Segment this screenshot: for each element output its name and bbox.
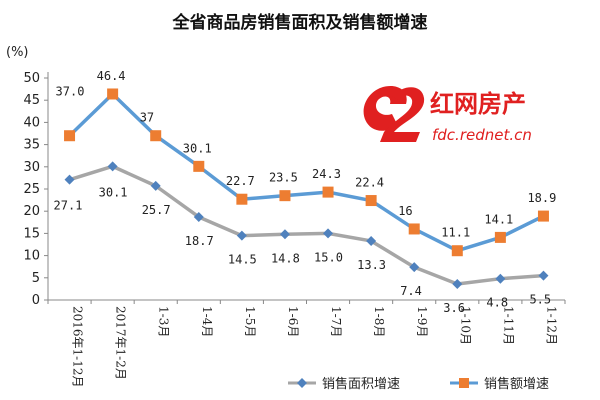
- data-point: [323, 228, 334, 239]
- x-tick-label: 1-11月: [501, 306, 515, 345]
- series-sales-area: 27.1 30.1 25.7 18.7 14.5 14.8 15.0 13.3 7.4 3.6 4.…: [54, 161, 551, 315]
- y-tick-label: 15: [23, 226, 40, 241]
- data-label: 13.3: [357, 258, 386, 272]
- x-tick-label: 1-4月: [200, 306, 214, 337]
- y-tick-label: 20: [23, 204, 40, 219]
- y-tick-label: 25: [23, 182, 40, 197]
- data-label: 7.4: [400, 284, 422, 298]
- data-point: [495, 273, 506, 284]
- x-tick-label: 1-10月: [458, 306, 472, 345]
- x-tick-label: 1-5月: [243, 306, 257, 337]
- data-label: 30.1: [183, 141, 212, 155]
- data-point: [64, 130, 76, 142]
- data-point: [279, 190, 291, 202]
- y-tick-label: 50: [23, 71, 40, 86]
- data-point: [150, 180, 161, 191]
- data-label: 22.4: [355, 176, 384, 190]
- x-tick-label: 1-7月: [329, 306, 343, 337]
- data-point: [64, 174, 75, 185]
- data-point: [408, 223, 420, 235]
- data-label: 23.5: [269, 171, 298, 185]
- legend-label: 销售面积增速: [322, 376, 400, 392]
- y-tick-label: 0: [32, 293, 40, 308]
- series-sales-amount: 37.0 46.4 37 30.1 22.7 23.5 24.3 22.4 16 11.1 14.1…: [56, 69, 556, 257]
- data-point: [365, 195, 377, 207]
- legend-marker: [459, 378, 469, 388]
- legend-marker: [297, 378, 307, 388]
- data-point: [409, 262, 420, 273]
- x-tick-label: 2016年1-12月: [71, 306, 85, 388]
- watermark-sub-text: fdc.rednet.cn: [432, 126, 532, 144]
- data-point: [452, 279, 463, 290]
- data-point: [193, 160, 205, 172]
- data-point: [107, 161, 118, 172]
- y-tick-label: 35: [23, 138, 40, 153]
- axes: 0 5 10 15 20 25 30 35 40 45 50 2016年1-12月 2017年1-2月 1…: [23, 71, 566, 388]
- data-label: 46.4: [97, 69, 126, 83]
- rednet-logo-icon: [363, 85, 425, 142]
- watermark-main-text: 红网房产: [430, 90, 526, 118]
- data-label: 27.1: [54, 199, 83, 213]
- data-label: 4.8: [486, 296, 508, 310]
- series-line: [68, 92, 545, 253]
- data-point: [236, 230, 247, 241]
- data-label: 15.0: [314, 250, 343, 264]
- x-tick-label: 1-12月: [544, 306, 558, 345]
- legend-item: 销售面积增速: [288, 376, 400, 392]
- data-point: [279, 229, 290, 240]
- data-label: 5.5: [529, 293, 551, 307]
- data-label: 14.1: [484, 212, 513, 226]
- data-label: 30.1: [99, 185, 128, 199]
- data-point: [366, 235, 377, 246]
- y-tick-label: 30: [23, 160, 40, 175]
- data-label: 18.9: [527, 191, 556, 205]
- y-tick-label: 45: [23, 93, 40, 108]
- data-point: [451, 245, 463, 257]
- legend-label: 销售额增速: [484, 376, 549, 392]
- data-label: 11.1: [441, 226, 470, 240]
- data-label: 37: [140, 111, 154, 125]
- data-point: [538, 270, 549, 281]
- data-label: 3.6: [443, 301, 465, 315]
- watermark-logo: 红网房产 fdc.rednet.cn: [363, 85, 532, 144]
- data-point: [494, 231, 506, 243]
- data-label: 24.3: [312, 167, 341, 181]
- x-tick-label: 1-8月: [372, 306, 386, 337]
- x-tick-label: 2017年1-2月: [114, 306, 128, 380]
- series-layer: 27.1 30.1 25.7 18.7 14.5 14.8 15.0 13.3 7.4 3.6 4.…: [54, 69, 557, 315]
- data-label: 14.8: [271, 251, 300, 265]
- x-tick-label: 1-9月: [415, 306, 429, 337]
- data-label: 22.7: [226, 174, 255, 188]
- y-tick-label: 40: [23, 115, 40, 130]
- data-point: [150, 130, 162, 142]
- data-label: 16: [398, 204, 412, 218]
- legend: 销售面积增速 销售额增速: [288, 376, 549, 392]
- y-axis-label: (%): [6, 45, 29, 60]
- y-tick-label: 5: [32, 271, 40, 286]
- data-label: 14.5: [228, 253, 257, 267]
- data-label: 37.0: [56, 85, 85, 99]
- data-label: 25.7: [142, 203, 171, 217]
- data-point: [537, 210, 549, 222]
- x-tick-label: 1-3月: [157, 306, 171, 337]
- x-tick-label: 1-6月: [286, 306, 300, 337]
- y-tick-label: 10: [23, 249, 40, 264]
- chart-title: 全省商品房销售面积及销售额增速: [172, 12, 428, 33]
- legend-item: 销售额增速: [450, 376, 549, 392]
- data-point: [236, 193, 248, 205]
- data-point: [193, 211, 204, 222]
- data-point: [107, 88, 119, 100]
- data-label: 18.7: [185, 234, 214, 248]
- series-line: [69, 164, 544, 286]
- data-point: [322, 186, 334, 198]
